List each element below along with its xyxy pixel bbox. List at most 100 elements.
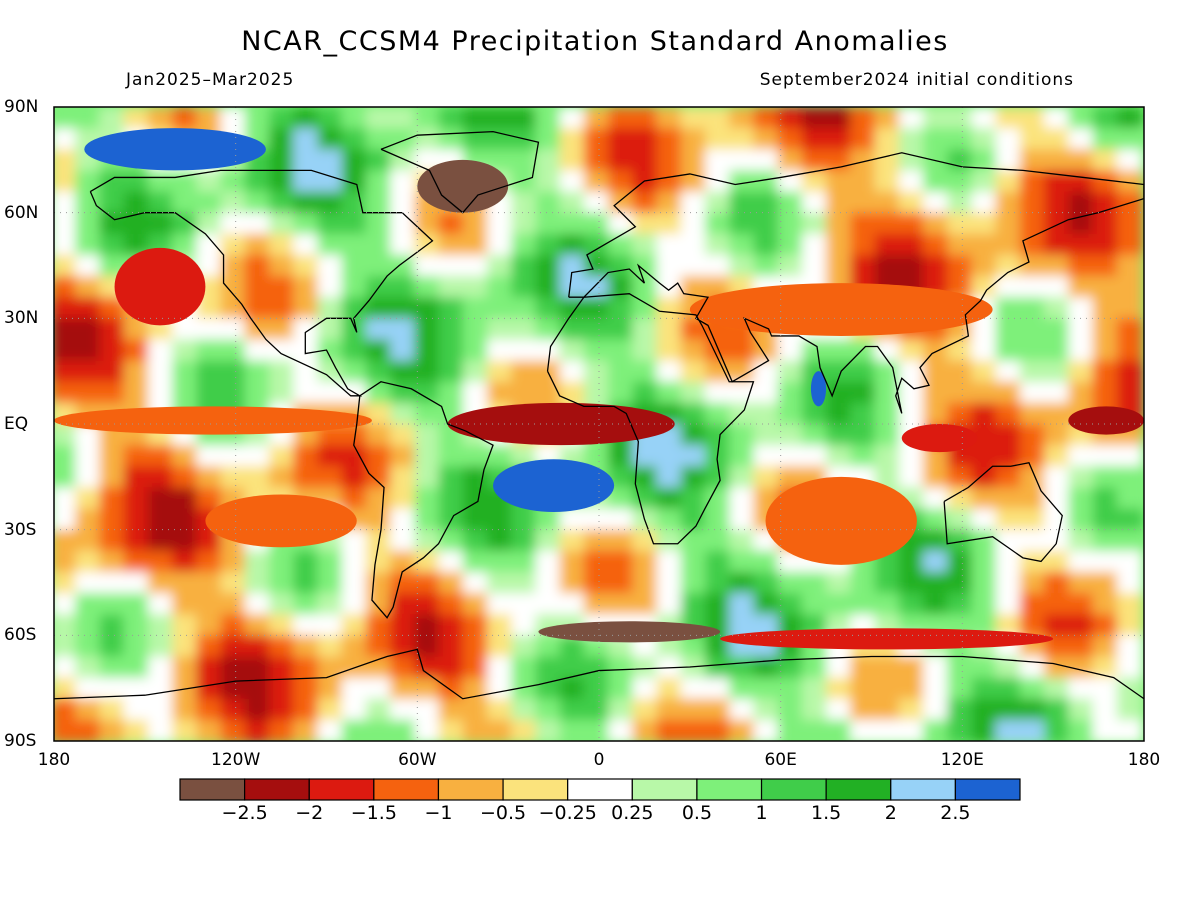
field-cell — [753, 170, 780, 194]
field-cell — [632, 254, 659, 279]
field-cell — [438, 107, 465, 131]
field-cell — [656, 677, 683, 701]
field-cell — [1068, 107, 1095, 131]
field-cell — [753, 719, 780, 741]
field-cell — [995, 297, 1022, 321]
field-cell — [971, 149, 998, 173]
field-cell — [1044, 719, 1071, 741]
field-cell — [244, 445, 271, 469]
field-cell — [971, 254, 998, 279]
field-cell — [898, 466, 925, 490]
field-cell — [390, 656, 417, 680]
field-cell — [293, 677, 320, 701]
field-cell — [414, 529, 441, 553]
field-cell — [971, 529, 998, 553]
field-cell — [317, 212, 344, 236]
field-cell — [704, 107, 732, 131]
field-cell — [729, 487, 756, 511]
field-cell — [365, 149, 393, 173]
field-cell — [54, 318, 78, 342]
field-cell — [753, 107, 780, 131]
field-cell — [390, 170, 417, 194]
field-cell — [1092, 254, 1119, 279]
field-cell — [583, 339, 611, 363]
field-cell — [414, 571, 441, 596]
field-cell — [1044, 276, 1071, 300]
field-cell — [486, 233, 514, 257]
field-cell — [1068, 128, 1095, 152]
lat-label: 90S — [4, 731, 37, 751]
field-cell — [753, 677, 780, 701]
colorbar-tick-label: −1.5 — [350, 802, 397, 824]
field-cell — [1092, 297, 1119, 321]
field-cell — [729, 339, 756, 363]
field-cell — [680, 698, 707, 722]
field-cell — [1116, 297, 1143, 321]
field-cell — [244, 107, 271, 131]
field-cell — [99, 466, 126, 490]
field-cell — [1044, 635, 1071, 659]
field-cell — [559, 698, 586, 722]
field-cell — [511, 149, 538, 173]
field-cell — [632, 381, 659, 405]
field-cell — [1068, 191, 1095, 215]
field-cell — [462, 571, 489, 596]
field-cell — [947, 170, 974, 194]
field-cell — [390, 107, 417, 131]
field-cell — [1044, 254, 1071, 279]
field-cell — [75, 276, 102, 300]
field-cell — [390, 128, 417, 152]
field-cell — [462, 318, 489, 342]
field-cell — [1092, 508, 1119, 532]
field-cell — [680, 508, 707, 532]
field-cell — [147, 339, 175, 363]
field-cell — [244, 550, 271, 574]
field-cell — [826, 656, 853, 680]
equatorial-pacific-dry-band — [54, 406, 372, 435]
field-cell — [801, 149, 829, 173]
field-cell — [656, 339, 683, 363]
field-cell — [341, 698, 368, 722]
field-cell — [54, 487, 78, 511]
field-cell — [462, 276, 489, 300]
field-cell — [656, 593, 683, 617]
field-cell — [123, 191, 150, 215]
field-cell — [850, 656, 877, 680]
field-cell — [1019, 318, 1047, 342]
field-cell — [729, 149, 756, 173]
field-cell — [559, 550, 586, 574]
field-cell — [123, 508, 150, 532]
field-cell — [995, 529, 1022, 553]
lat-label: 60S — [4, 625, 37, 646]
field-cell — [947, 191, 974, 215]
field-cell — [293, 339, 320, 363]
field-cell — [462, 233, 489, 257]
field-cell — [729, 191, 756, 215]
greenland-dry — [417, 159, 509, 213]
field-cell — [850, 170, 877, 194]
field-cell — [414, 254, 441, 279]
field-cell — [390, 677, 417, 701]
field-cell — [850, 571, 877, 596]
field-cell — [971, 445, 998, 469]
field-cell — [971, 593, 998, 617]
field-cell — [826, 339, 853, 363]
field-cell — [365, 233, 393, 257]
field-cell — [390, 719, 417, 741]
field-cell — [220, 677, 247, 701]
field-cell — [947, 487, 974, 511]
field-cell — [680, 593, 707, 617]
field-cell — [123, 719, 150, 741]
field-cell — [438, 276, 465, 300]
field-cell — [971, 339, 998, 363]
field-cell — [801, 656, 829, 680]
field-cell — [632, 529, 659, 553]
field-cell — [1092, 318, 1119, 342]
field-cell — [656, 276, 683, 300]
field-cell — [341, 233, 368, 257]
field-cell — [486, 128, 514, 152]
field-cell — [196, 529, 223, 553]
field-cell — [244, 339, 271, 363]
field-cell — [777, 339, 804, 363]
field-cell — [608, 593, 635, 617]
